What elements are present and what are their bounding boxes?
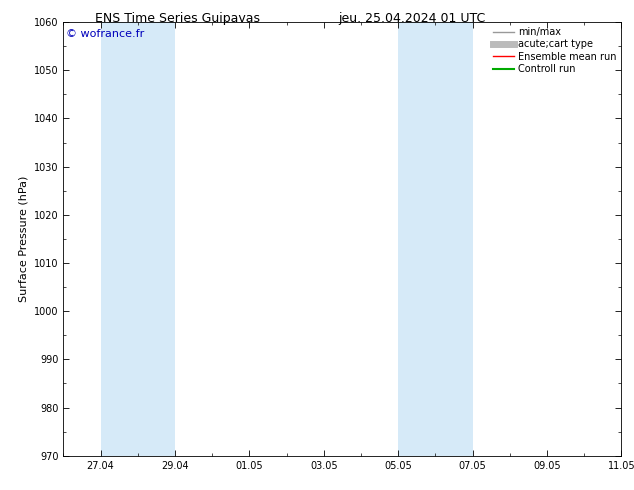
Text: ENS Time Series Guipavas: ENS Time Series Guipavas — [95, 12, 260, 25]
Y-axis label: Surface Pressure (hPa): Surface Pressure (hPa) — [18, 176, 29, 302]
Text: jeu. 25.04.2024 01 UTC: jeu. 25.04.2024 01 UTC — [339, 12, 486, 25]
Bar — [101, 22, 175, 456]
Bar — [398, 22, 472, 456]
Text: © wofrance.fr: © wofrance.fr — [66, 28, 145, 39]
Legend: min/max, acute;cart type, Ensemble mean run, Controll run: min/max, acute;cart type, Ensemble mean … — [491, 25, 618, 76]
